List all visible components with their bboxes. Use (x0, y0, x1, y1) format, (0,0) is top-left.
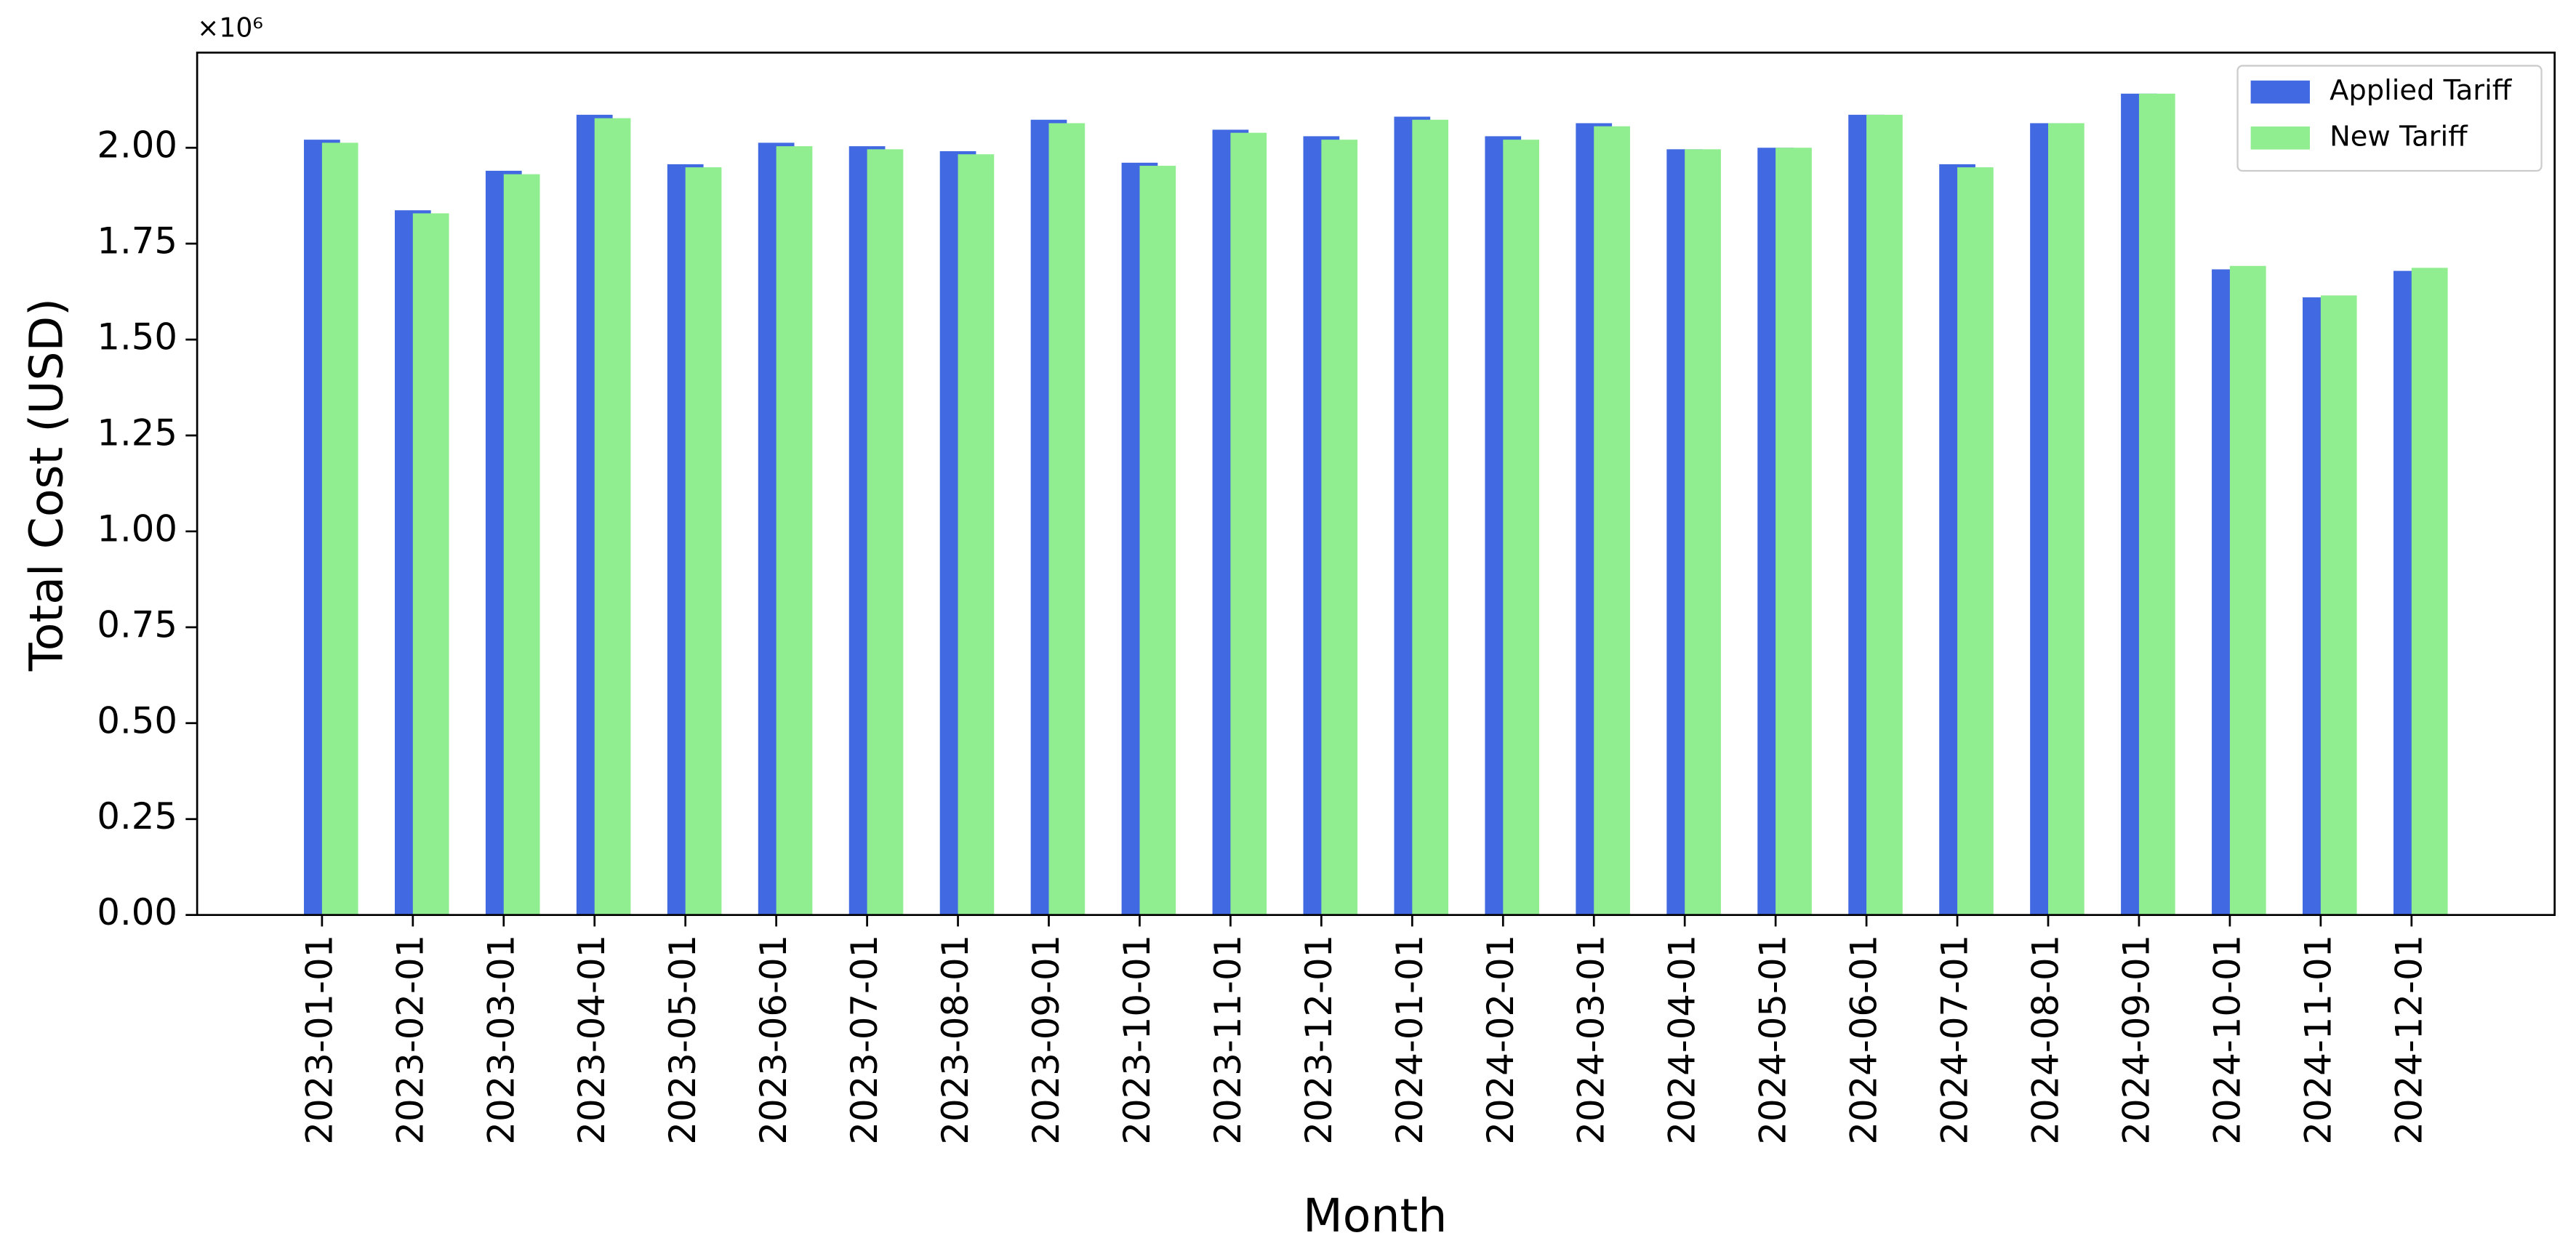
x-tick-label: 2023-04-01 (571, 935, 613, 1145)
y-tick-label: 0.50 (97, 699, 177, 741)
y-offset-label: ×10⁶ (197, 12, 263, 44)
x-tick-label: 2023-05-01 (662, 935, 704, 1145)
legend-swatch (2250, 126, 2310, 150)
x-tick-label: 2024-07-01 (1934, 935, 1976, 1145)
bar (1321, 140, 1358, 915)
y-tick-label: 0.25 (97, 795, 177, 837)
bar (1230, 132, 1267, 915)
x-tick-label: 2024-09-01 (2115, 935, 2157, 1145)
x-tick-label: 2024-06-01 (1843, 935, 1885, 1145)
x-tick-label: 2023-01-01 (298, 935, 340, 1145)
x-tick-label: 2024-02-01 (1480, 935, 1522, 1145)
x-tick-label: 2024-10-01 (2206, 935, 2248, 1145)
x-tick-label: 2023-03-01 (480, 935, 522, 1145)
x-axis-label: Month (1303, 1189, 1447, 1242)
x-tick-label: 2024-04-01 (1661, 935, 1704, 1145)
bar (2048, 123, 2085, 915)
x-tick-label: 2023-11-01 (1207, 935, 1249, 1145)
bar (776, 146, 813, 915)
bar (685, 167, 722, 915)
y-tick-label: 1.50 (97, 316, 177, 358)
bar (1866, 114, 1903, 915)
bar (958, 154, 995, 915)
x-tick-label: 2023-08-01 (934, 935, 976, 1145)
x-tick-label: 2024-12-01 (2388, 935, 2430, 1145)
bar (594, 118, 631, 915)
x-tick-label: 2024-11-01 (2297, 935, 2339, 1145)
bar (321, 142, 358, 915)
bar (2138, 93, 2175, 915)
legend-label: Applied Tariff (2330, 74, 2513, 107)
y-axis-label: Total Cost (USD) (19, 298, 73, 672)
bar (1685, 149, 1721, 915)
bar (412, 213, 449, 915)
x-tick-label: 2023-06-01 (753, 935, 795, 1145)
legend-label: New Tariff (2330, 120, 2468, 153)
bar (1503, 140, 1539, 915)
legend-box (2236, 65, 2543, 172)
x-tick-label: 2023-02-01 (389, 935, 431, 1145)
bar (2229, 265, 2266, 915)
legend-swatch (2250, 80, 2310, 104)
x-tick-label: 2024-05-01 (1752, 935, 1794, 1145)
x-tick-label: 2024-03-01 (1570, 935, 1613, 1145)
bar (1412, 119, 1449, 915)
bar (1139, 166, 1176, 915)
plot-frame (196, 52, 2556, 916)
bar (867, 149, 904, 915)
y-tick-label: 0.75 (97, 603, 177, 646)
y-tick-label: 1.25 (97, 412, 177, 454)
x-tick-label: 2023-10-01 (1116, 935, 1158, 1145)
y-tick-label: 2.00 (97, 124, 177, 166)
bar (1594, 126, 1630, 915)
bar (503, 174, 540, 915)
y-tick-label: 0.00 (97, 891, 177, 933)
x-tick-label: 2023-09-01 (1025, 935, 1067, 1145)
y-tick-label: 1.00 (97, 507, 177, 550)
y-tick-label: 1.75 (97, 220, 177, 262)
x-tick-label: 2023-12-01 (1298, 935, 1340, 1145)
bar (1775, 148, 1812, 915)
bar (2320, 295, 2357, 915)
bar (2411, 268, 2448, 915)
x-tick-label: 2024-01-01 (1389, 935, 1431, 1145)
bar (1048, 123, 1086, 915)
x-tick-label: 2023-07-01 (843, 935, 886, 1145)
x-tick-label: 2024-08-01 (2025, 935, 2067, 1145)
bar (1957, 167, 1994, 915)
